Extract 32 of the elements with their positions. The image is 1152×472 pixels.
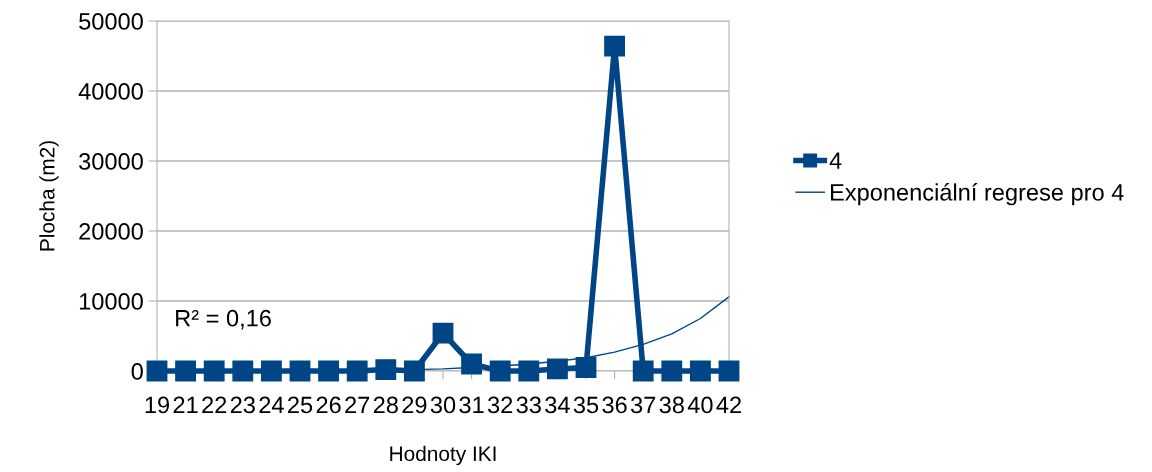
x-tick-label: 21 bbox=[173, 396, 198, 414]
x-tick-label: 27 bbox=[345, 396, 370, 414]
y-tick-label: 50000 bbox=[79, 13, 143, 30]
x-tick-label: 38 bbox=[659, 396, 684, 414]
x-tick-label: 34 bbox=[545, 396, 570, 414]
x-tick-label: 35 bbox=[573, 396, 599, 414]
y-tick-label: 10000 bbox=[79, 293, 143, 310]
x-tick-label: 36 bbox=[602, 396, 627, 414]
y-tick-label: 30000 bbox=[79, 153, 143, 170]
y-axis-title: Plocha (m2) bbox=[39, 141, 59, 251]
y-tick-label: 40000 bbox=[78, 83, 143, 100]
x-tick-label: 40 bbox=[687, 396, 713, 414]
x-tick-label: 31 bbox=[459, 396, 484, 414]
y-tick-label: 0 bbox=[131, 363, 143, 380]
y-tick-label: 20000 bbox=[79, 223, 143, 240]
x-tick-label: 29 bbox=[402, 396, 427, 414]
annotation: R² = 0,16 bbox=[176, 309, 271, 330]
x-tick-label: 25 bbox=[288, 396, 313, 414]
x-tick-label: 28 bbox=[373, 396, 398, 414]
x-tick-label: 33 bbox=[516, 396, 541, 414]
x-axis-title: Hodnoty IKI bbox=[390, 445, 496, 466]
x-tick-label: 42 bbox=[716, 396, 741, 414]
x-tick-label: 32 bbox=[487, 396, 513, 414]
x-tick-label: 26 bbox=[316, 396, 341, 414]
x-tick-label: 24 bbox=[259, 396, 284, 414]
x-tick-label: 22 bbox=[202, 396, 227, 414]
legend-label: 4 bbox=[829, 152, 842, 169]
x-tick-label: 19 bbox=[145, 396, 170, 414]
x-tick-label: 30 bbox=[430, 396, 456, 414]
x-tick-label: 37 bbox=[630, 396, 656, 414]
legend-label: Exponenciální regrese pro 4 bbox=[831, 183, 1124, 206]
x-tick-label: 23 bbox=[230, 396, 255, 414]
